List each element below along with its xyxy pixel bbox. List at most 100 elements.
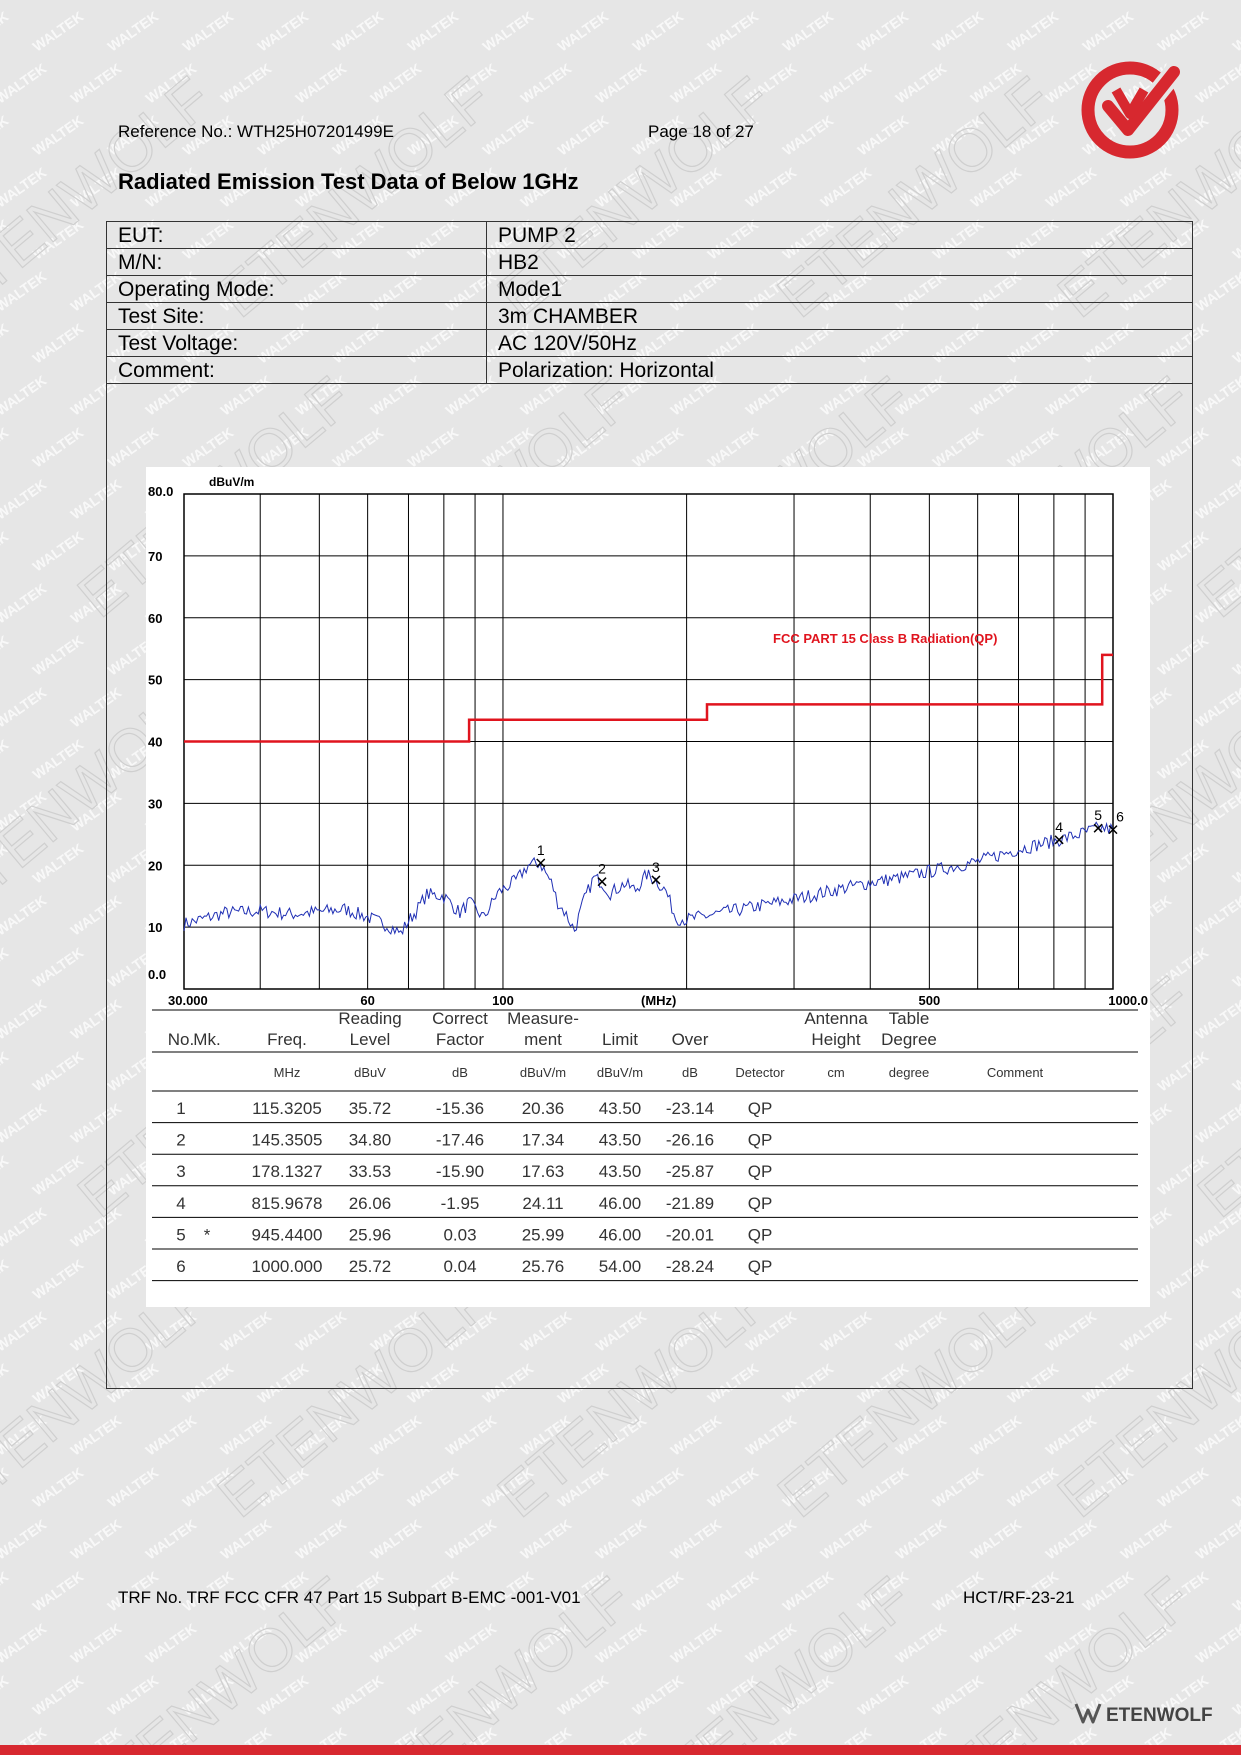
table-cell: 1 <box>176 1099 185 1118</box>
svg-text:WALTEK: WALTEK <box>593 1516 650 1562</box>
table-cell: 17.63 <box>522 1162 565 1181</box>
table-unit: degree <box>889 1065 929 1080</box>
svg-text:WALTEK: WALTEK <box>443 1412 500 1458</box>
table-cell: 178.1327 <box>252 1162 323 1181</box>
svg-text:WALTEK: WALTEK <box>0 1256 11 1302</box>
y-axis-unit: dBuV/m <box>209 475 254 489</box>
svg-text:WALTEK: WALTEK <box>1193 996 1241 1042</box>
svg-text:WALTEK: WALTEK <box>705 1464 762 1510</box>
svg-text:WALTEK: WALTEK <box>593 1620 650 1666</box>
svg-text:WALTEK: WALTEK <box>855 1464 912 1510</box>
svg-text:WALTEK: WALTEK <box>0 1412 49 1458</box>
x-tick-label: 500 <box>919 993 941 1008</box>
svg-text:WALTEK: WALTEK <box>630 1464 687 1510</box>
svg-text:WALTEK: WALTEK <box>780 112 837 158</box>
svg-text:WALTEK: WALTEK <box>180 1672 237 1718</box>
svg-text:WALTEK: WALTEK <box>1043 1620 1100 1666</box>
marker-x <box>651 875 661 885</box>
svg-text:WALTEK: WALTEK <box>968 60 1025 106</box>
svg-text:WALTEK: WALTEK <box>218 1412 275 1458</box>
y-tick-label: 30 <box>148 796 162 811</box>
svg-text:WALTEK: WALTEK <box>143 0 200 2</box>
table-unit: dBuV/m <box>597 1065 643 1080</box>
svg-text:WALTEK: WALTEK <box>705 1672 762 1718</box>
svg-text:WALTEK: WALTEK <box>855 8 912 54</box>
svg-text:WALTEK: WALTEK <box>1193 1308 1241 1354</box>
svg-text:WALTEK: WALTEK <box>1118 1412 1175 1458</box>
emission-chart: 80.0 70 60 50 40 30 20 10 0.0 dBuV/m 30.000 60 100 (M… <box>148 475 1148 1282</box>
svg-text:WALTEK: WALTEK <box>930 8 987 54</box>
table-unit: dBuV <box>354 1065 386 1080</box>
svg-text:WALTEK: WALTEK <box>1005 1672 1062 1718</box>
info-value: HB2 <box>486 248 1193 276</box>
svg-text:WALTEK: WALTEK <box>30 1568 87 1614</box>
svg-text:WALTEK: WALTEK <box>818 1620 875 1666</box>
table-header-freq: Freq. <box>267 1030 307 1049</box>
svg-text:WALTEK: WALTEK <box>555 112 612 158</box>
table-cell: 35.72 <box>349 1099 392 1118</box>
svg-text:WALTEK: WALTEK <box>1043 1412 1100 1458</box>
svg-text:WALTEK: WALTEK <box>593 1412 650 1458</box>
svg-text:WALTEK: WALTEK <box>0 944 11 990</box>
svg-text:WALTEK: WALTEK <box>1043 1516 1100 1562</box>
svg-text:WALTEK: WALTEK <box>0 1360 11 1406</box>
table-cell: 945.4400 <box>252 1225 323 1244</box>
y-tick-label: 40 <box>148 735 162 750</box>
svg-text:WALTEK: WALTEK <box>518 0 575 2</box>
info-label: Operating Mode: <box>106 275 487 303</box>
marker-x <box>1054 835 1064 845</box>
table-cell: 20.36 <box>522 1099 565 1118</box>
svg-text:WALTEK: WALTEK <box>0 112 11 158</box>
svg-text:WALTEK: WALTEK <box>1118 164 1175 210</box>
measurement-table: No. Mk. Freq. Reading Level Correct Factor Meas… <box>152 1009 1138 1282</box>
table-header-measure: ment <box>524 1030 562 1049</box>
svg-text:WALTEK: WALTEK <box>143 1620 200 1666</box>
svg-text:WALTEK: WALTEK <box>368 60 425 106</box>
svg-text:WALTEK: WALTEK <box>893 1412 950 1458</box>
svg-text:WALTEK: WALTEK <box>30 1048 87 1094</box>
svg-text:WALTEK: WALTEK <box>30 8 87 54</box>
table-cell: -23.14 <box>666 1099 714 1118</box>
svg-text:WALTEK: WALTEK <box>255 1672 312 1718</box>
x-tick-label: 100 <box>492 993 514 1008</box>
x-tick-label: 1000.0 <box>1108 993 1148 1008</box>
svg-text:WALTEK: WALTEK <box>743 60 800 106</box>
svg-text:WALTEK: WALTEK <box>0 1568 11 1614</box>
info-row: Test Site: 3m CHAMBER <box>106 302 1193 330</box>
svg-text:WALTEK: WALTEK <box>1230 320 1241 366</box>
svg-text:WALTEK: WALTEK <box>180 8 237 54</box>
info-label: Test Voltage: <box>106 329 487 357</box>
svg-text:WALTEK: WALTEK <box>1230 944 1241 990</box>
svg-text:WALTEK: WALTEK <box>218 60 275 106</box>
page-number: Page 18 of 27 <box>648 122 754 141</box>
table-cell: 145.3505 <box>252 1131 323 1150</box>
table-cell: 115.3205 <box>252 1099 322 1118</box>
svg-text:WALTEK: WALTEK <box>1118 1620 1175 1666</box>
svg-text:WALTEK: WALTEK <box>1193 476 1241 522</box>
svg-text:WALTEK: WALTEK <box>143 1516 200 1562</box>
svg-text:WALTEK: WALTEK <box>368 1412 425 1458</box>
svg-text:WALTEK: WALTEK <box>1005 112 1062 158</box>
svg-text:WALTEK: WALTEK <box>1193 372 1241 418</box>
svg-text:WALTEK: WALTEK <box>0 424 11 470</box>
table-cell: 6 <box>176 1257 185 1276</box>
info-label: Comment: <box>106 356 487 384</box>
svg-text:ETENWOLF: ETENWOLF <box>1185 964 1241 1230</box>
svg-text:WALTEK: WALTEK <box>0 476 49 522</box>
table-unit: Comment <box>987 1065 1044 1080</box>
svg-text:WALTEK: WALTEK <box>630 8 687 54</box>
svg-text:WALTEK: WALTEK <box>518 1516 575 1562</box>
svg-text:WALTEK: WALTEK <box>743 1412 800 1458</box>
table-header-reading: Level <box>350 1030 391 1049</box>
svg-text:WALTEK: WALTEK <box>0 632 11 678</box>
svg-text:WALTEK: WALTEK <box>668 60 725 106</box>
table-cell: 24.11 <box>522 1194 563 1213</box>
svg-text:WALTEK: WALTEK <box>405 8 462 54</box>
svg-text:WALTEK: WALTEK <box>630 1568 687 1614</box>
svg-text:WALTEK: WALTEK <box>30 632 87 678</box>
table-cell: 4 <box>176 1194 185 1213</box>
svg-text:WALTEK: WALTEK <box>705 8 762 54</box>
svg-text:WALTEK: WALTEK <box>893 1516 950 1562</box>
svg-text:WALTEK: WALTEK <box>705 1568 762 1614</box>
table-cell: 3 <box>176 1162 185 1181</box>
